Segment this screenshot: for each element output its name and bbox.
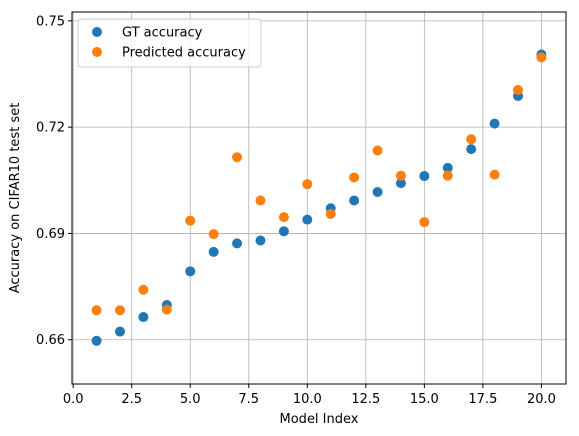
x-tick-label: 17.5 <box>468 392 497 407</box>
predicted-accuracy-point <box>325 208 336 219</box>
gt-accuracy-point <box>419 171 430 182</box>
gt-accuracy-point <box>302 214 313 225</box>
gt-accuracy-point <box>232 238 243 249</box>
grid-lines <box>72 12 566 384</box>
gt-accuracy-point <box>91 335 102 346</box>
y-axis: 0.66 0.69 0.72 0.75 <box>36 14 72 348</box>
predicted-accuracy-point <box>255 195 266 206</box>
y-tick-label: 0.75 <box>36 14 65 29</box>
predicted-accuracy-point <box>114 305 125 316</box>
y-tick-label: 0.69 <box>36 227 65 242</box>
predicted-accuracy-point <box>372 145 383 156</box>
predicted-accuracy-point <box>278 212 289 223</box>
gt-accuracy-point <box>208 246 219 257</box>
gt-accuracy-point <box>372 186 383 197</box>
x-tick-label: 5.0 <box>180 392 201 407</box>
legend: GT accuracy Predicted accuracy <box>77 18 262 68</box>
y-tick-label: 0.66 <box>36 333 65 348</box>
gt-accuracy-point <box>395 178 406 189</box>
predicted-accuracy-point <box>161 304 172 315</box>
predicted-accuracy-point <box>536 52 547 63</box>
x-tick-label: 12.5 <box>351 392 380 407</box>
gt-accuracy-point <box>489 118 500 129</box>
gt-accuracy-point <box>442 162 453 173</box>
legend-label-predicted: Predicted accuracy <box>122 46 246 61</box>
predicted-accuracy-point <box>349 172 360 183</box>
predicted-accuracy-point <box>138 284 149 295</box>
y-axis-label: Accuracy on CIFAR10 test set <box>8 103 23 294</box>
predicted-accuracy-point <box>91 305 102 316</box>
gt-accuracy-point <box>278 226 289 237</box>
predicted-accuracy-point <box>419 217 430 228</box>
predicted-accuracy-point <box>232 152 243 163</box>
x-axis-label: Model Index <box>280 412 359 427</box>
predicted-accuracy-point <box>302 179 313 190</box>
legend-label-gt: GT accuracy <box>122 26 203 41</box>
x-tick-label: 0.0 <box>63 392 84 407</box>
gt-accuracy-point <box>466 144 477 155</box>
plot-frame <box>71 11 567 385</box>
gt-accuracy-point <box>255 235 266 246</box>
legend-marker-predicted <box>92 47 102 57</box>
x-tick-label: 15.0 <box>410 392 439 407</box>
gt-accuracy-point <box>349 195 360 206</box>
x-tick-label: 7.5 <box>238 392 259 407</box>
y-tick-label: 0.72 <box>36 121 65 136</box>
data-points <box>91 49 547 346</box>
predicted-accuracy-point <box>466 134 477 145</box>
predicted-accuracy-point <box>489 169 500 180</box>
x-axis: 0.0 2.5 5.0 7.5 10.0 12.5 15.0 17.5 20.0 <box>63 384 556 407</box>
predicted-accuracy-point <box>208 229 219 240</box>
predicted-accuracy-point <box>513 84 524 95</box>
predicted-accuracy-point <box>395 170 406 181</box>
predicted-accuracy-point <box>185 215 196 226</box>
x-tick-label: 2.5 <box>121 392 142 407</box>
legend-marker-gt <box>92 27 102 37</box>
gt-accuracy-point <box>114 326 125 337</box>
gt-accuracy-point <box>138 312 149 323</box>
predicted-accuracy-point <box>442 170 453 181</box>
x-tick-label: 10.0 <box>293 392 322 407</box>
gt-accuracy-point <box>185 266 196 277</box>
x-tick-label: 20.0 <box>527 392 556 407</box>
legend-box <box>77 18 262 68</box>
